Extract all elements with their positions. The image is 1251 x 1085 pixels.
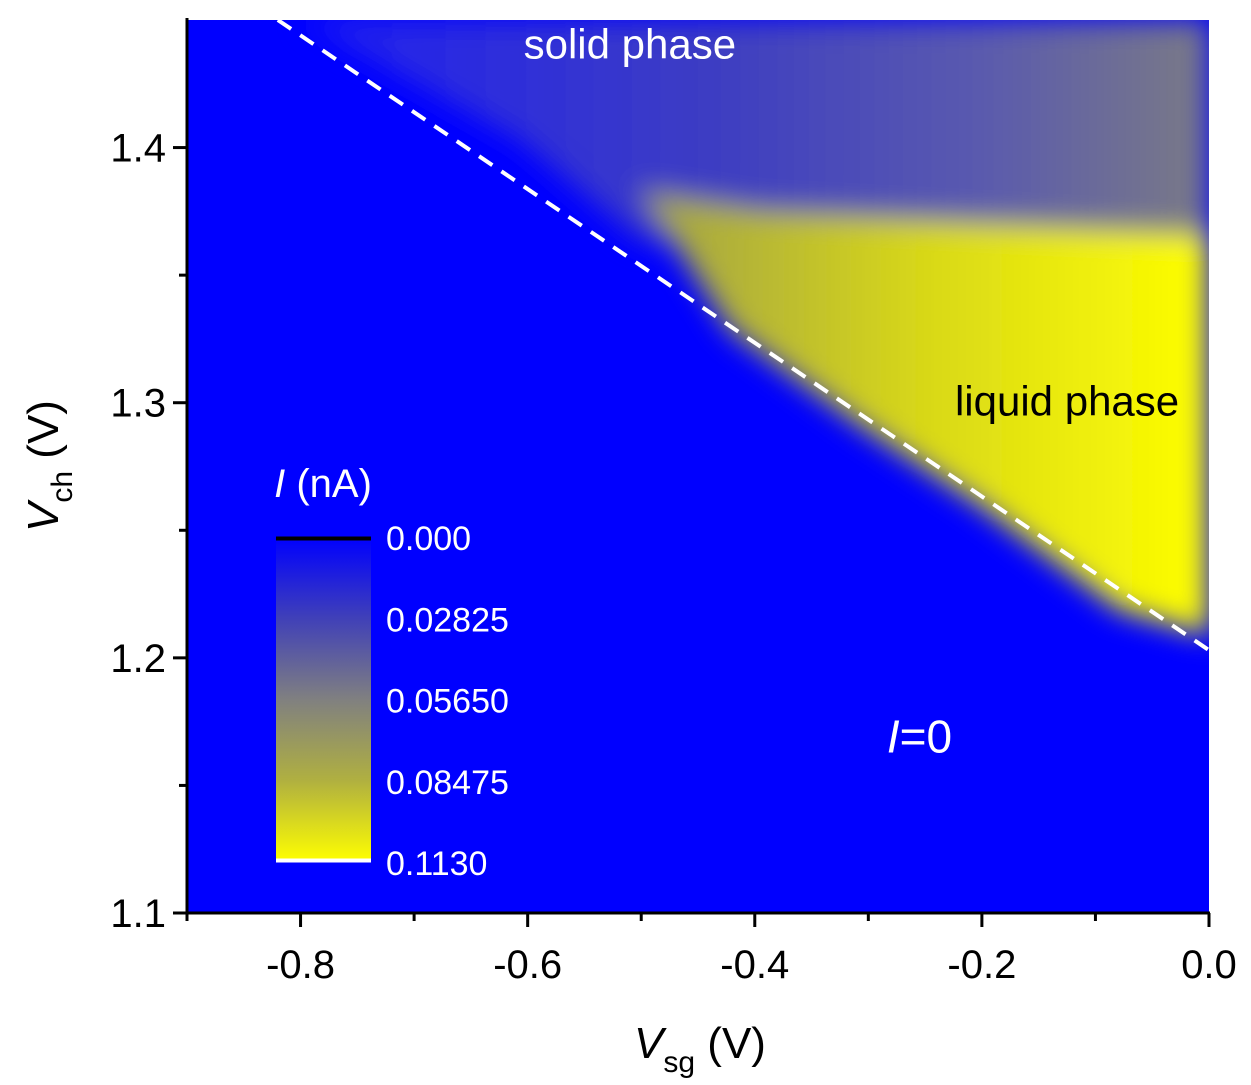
colorbar-gradient — [276, 537, 371, 862]
y-tick-label: 1.1 — [110, 892, 166, 936]
colorbar-tick-label: 0.05650 — [386, 683, 509, 721]
colorbar-title: I (nA) — [274, 462, 372, 506]
y-tick-label: 1.3 — [110, 382, 166, 426]
colorbar-tick-label: 0.1130 — [386, 845, 487, 883]
x-tick-label: -0.4 — [720, 943, 789, 987]
x-tick-label: -0.8 — [266, 943, 335, 987]
solid-phase-label: solid phase — [524, 20, 736, 67]
x-tick-label: 0.0 — [1181, 943, 1237, 987]
colorbar-tick-label: 0.08475 — [386, 764, 509, 802]
x-tick-label: -0.6 — [493, 943, 562, 987]
liquid-phase-region — [640, 190, 1209, 635]
annotations: solid phase liquid phase I=0 — [524, 20, 1180, 762]
y-axis-label: Vch (V) — [19, 400, 79, 532]
y-tick-label: 1.4 — [110, 127, 166, 171]
x-tick-label: -0.2 — [947, 943, 1016, 987]
zero-current-label: I=0 — [887, 710, 952, 762]
axes: -0.8 -0.6 -0.4 -0.2 0.0 1.1 1.2 1.3 1.4 Vsg (V) Vc… — [19, 18, 1237, 1079]
liquid-phase-label: liquid phase — [955, 377, 1179, 424]
y-tick-label: 1.2 — [110, 637, 166, 681]
colorbar-tick-label: 0.02825 — [386, 601, 509, 639]
colorbar-tick-label: 0.000 — [386, 520, 471, 558]
colorbar: I (nA) 0.000 0.02825 0.05650 0.08475 0.1130 — [274, 462, 509, 883]
x-axis-label: Vsg (V) — [634, 1019, 766, 1079]
